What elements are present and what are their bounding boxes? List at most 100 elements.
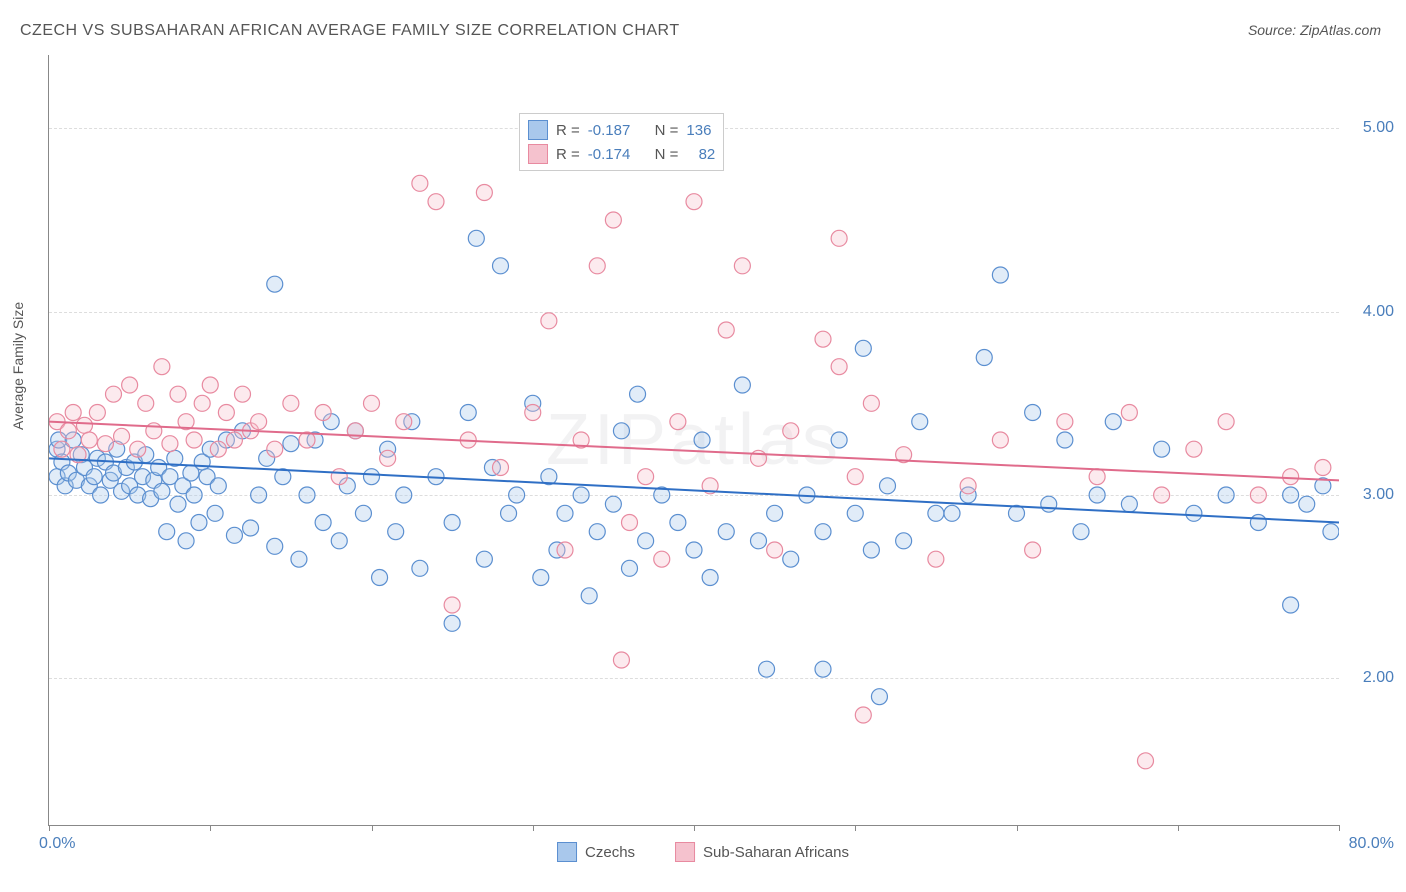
data-point	[81, 432, 97, 448]
data-point	[718, 322, 734, 338]
data-point	[170, 386, 186, 402]
data-point	[122, 377, 138, 393]
stats-r-label-2: R =	[556, 146, 580, 163]
data-point	[847, 505, 863, 521]
source-label: Source:	[1248, 22, 1296, 38]
legend-swatch-series1	[557, 842, 577, 862]
stats-r-value-2: -0.174	[588, 146, 631, 163]
data-point	[992, 267, 1008, 283]
data-point	[460, 405, 476, 421]
data-point	[944, 505, 960, 521]
data-point	[622, 515, 638, 531]
data-point	[283, 436, 299, 452]
data-point	[863, 542, 879, 558]
data-point	[589, 524, 605, 540]
data-point	[380, 450, 396, 466]
data-point	[960, 478, 976, 494]
data-point	[159, 524, 175, 540]
legend-label-series1: Czechs	[585, 844, 635, 861]
data-point	[767, 542, 783, 558]
data-point	[468, 230, 484, 246]
data-point	[396, 487, 412, 503]
stats-legend-box: R = -0.187 N = 136 R = -0.174 N = 82	[519, 113, 724, 171]
stats-row-series1: R = -0.187 N = 136	[528, 118, 715, 142]
data-point	[89, 405, 105, 421]
data-point	[630, 386, 646, 402]
data-point	[251, 487, 267, 503]
data-point	[444, 515, 460, 531]
stats-r-label: R =	[556, 122, 580, 139]
data-point	[243, 520, 259, 536]
data-point	[114, 428, 130, 444]
data-point	[138, 395, 154, 411]
data-point	[267, 276, 283, 292]
data-point	[97, 436, 113, 452]
data-point	[686, 542, 702, 558]
data-point	[1105, 414, 1121, 430]
stats-n-value-1: 136	[686, 122, 711, 139]
data-point	[65, 405, 81, 421]
stats-row-series2: R = -0.174 N = 82	[528, 142, 715, 166]
data-point	[605, 212, 621, 228]
data-point	[186, 487, 202, 503]
data-point	[815, 661, 831, 677]
data-point	[638, 533, 654, 549]
data-point	[855, 340, 871, 356]
data-point	[589, 258, 605, 274]
data-point	[1283, 487, 1299, 503]
data-point	[622, 560, 638, 576]
data-point	[476, 185, 492, 201]
data-point	[170, 496, 186, 512]
data-point	[283, 395, 299, 411]
data-point	[331, 469, 347, 485]
chart-title: CZECH VS SUBSAHARAN AFRICAN AVERAGE FAMI…	[20, 22, 680, 40]
data-point	[783, 423, 799, 439]
data-point	[734, 377, 750, 393]
data-point	[557, 505, 573, 521]
data-point	[412, 175, 428, 191]
data-point	[501, 505, 517, 521]
data-point	[191, 515, 207, 531]
data-point	[1138, 753, 1154, 769]
data-point	[863, 395, 879, 411]
data-point	[364, 395, 380, 411]
data-point	[428, 194, 444, 210]
data-point	[1154, 487, 1170, 503]
data-point	[226, 527, 242, 543]
data-point	[751, 533, 767, 549]
y-tick-label: 3.00	[1363, 486, 1394, 504]
data-point	[855, 707, 871, 723]
data-point	[928, 551, 944, 567]
data-point	[444, 615, 460, 631]
y-tick-label: 4.00	[1363, 303, 1394, 321]
data-point	[573, 487, 589, 503]
data-point	[831, 230, 847, 246]
data-point	[154, 483, 170, 499]
data-point	[533, 570, 549, 586]
data-point	[605, 496, 621, 512]
x-axis-max-label: 80.0%	[1349, 835, 1394, 853]
data-point	[218, 405, 234, 421]
data-point	[1154, 441, 1170, 457]
data-point	[178, 533, 194, 549]
data-point	[1186, 441, 1202, 457]
data-point	[396, 414, 412, 430]
data-point	[1250, 515, 1266, 531]
data-point	[54, 441, 70, 457]
data-point	[831, 359, 847, 375]
data-point	[235, 386, 251, 402]
data-point	[670, 414, 686, 430]
source-name: ZipAtlas.com	[1300, 22, 1381, 38]
data-point	[871, 689, 887, 705]
data-point	[509, 487, 525, 503]
legend-swatch-series2	[675, 842, 695, 862]
x-axis-min-label: 0.0%	[39, 835, 75, 853]
data-point	[613, 423, 629, 439]
data-point	[267, 441, 283, 457]
data-point	[759, 661, 775, 677]
data-point	[928, 505, 944, 521]
data-point	[783, 551, 799, 567]
data-point	[1025, 542, 1041, 558]
data-point	[1299, 496, 1315, 512]
data-point	[267, 538, 283, 554]
